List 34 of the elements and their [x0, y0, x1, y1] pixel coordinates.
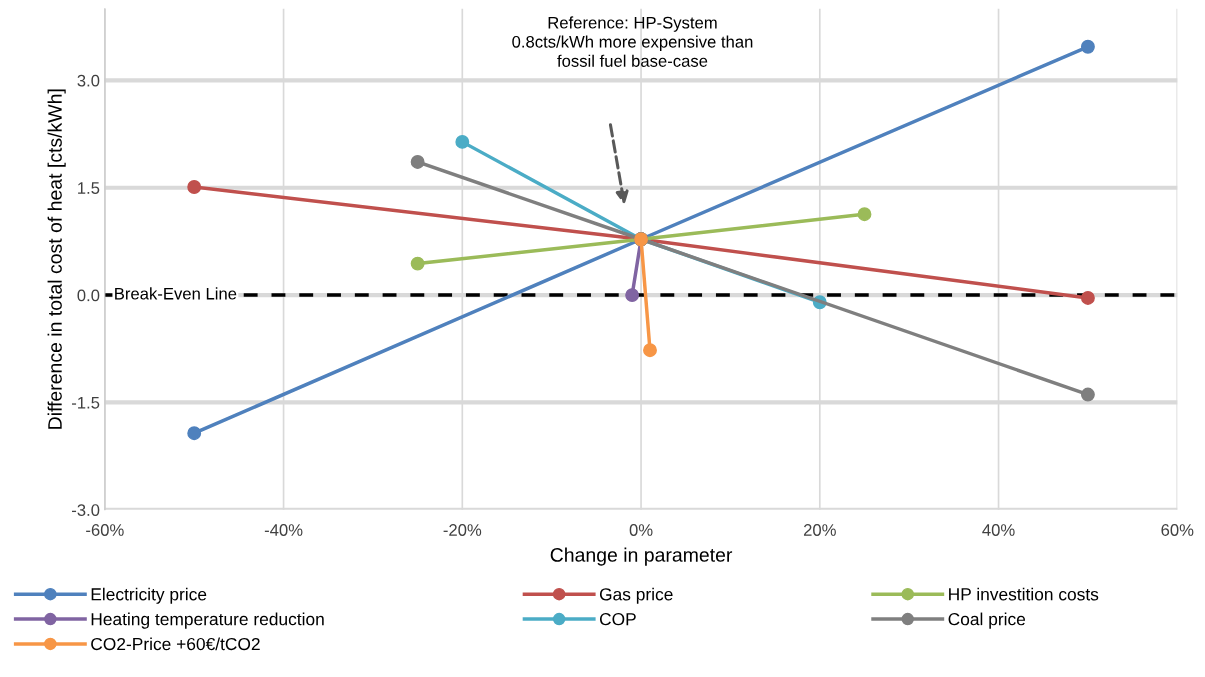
x-tick-label: -60% — [86, 524, 124, 536]
legend-label: HP investition costs — [949, 587, 1099, 601]
x-axis-title: Change in parameter — [550, 547, 733, 566]
y-axis-title: Difference in total cost of heat [cts/kWh] — [47, 89, 66, 429]
y-tick-label: 3.0 — [77, 74, 100, 87]
point — [1080, 387, 1095, 402]
ref-line-label: Break-Even Line — [115, 287, 237, 300]
legend-label: Heating temperature reduction — [91, 612, 324, 629]
x-tick-label: -20% — [443, 524, 482, 536]
y-tick-label: 1.5 — [78, 182, 100, 194]
point — [187, 426, 202, 441]
y-tick-label: -3.0 — [72, 504, 100, 516]
point — [643, 343, 657, 358]
point — [410, 256, 425, 271]
point — [857, 207, 872, 222]
annotation: Reference: HP-System 0.8cts/kWh more expensive than fossil fuel base-case — [512, 16, 753, 67]
point — [187, 180, 202, 194]
point — [1080, 39, 1095, 54]
x-tick-label: -40% — [264, 524, 303, 536]
x-tick-label: 0% — [629, 524, 653, 536]
point — [1080, 290, 1095, 305]
y-tick-label: 0.0 — [77, 289, 100, 302]
x-tick-label: 60% — [1161, 524, 1194, 536]
point — [625, 288, 640, 303]
legend-label: Coal price — [948, 612, 1026, 629]
y-tick-label: -1.5 — [72, 397, 100, 409]
x-tick-label: 20% — [803, 524, 836, 536]
point — [410, 155, 425, 169]
legend-label: Electricity price — [91, 587, 207, 604]
x-tick-label: 40% — [982, 524, 1015, 536]
legend-label: COP — [599, 613, 636, 626]
legend-label: CO2-Price +60€/tCO2 — [91, 637, 260, 651]
legend-label: Gas price — [599, 587, 673, 604]
point — [455, 134, 470, 149]
